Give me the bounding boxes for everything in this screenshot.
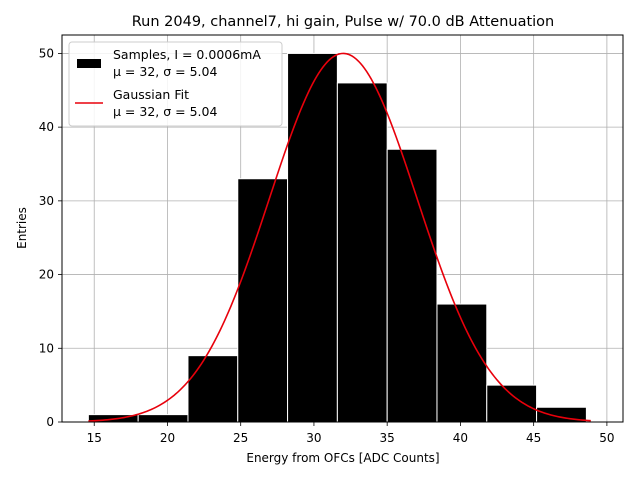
x-tick-label: 30 (306, 431, 321, 445)
x-axis-label: Energy from OFCs [ADC Counts] (246, 451, 439, 465)
x-tick-label: 35 (380, 431, 395, 445)
legend-fit-label: Gaussian Fit (113, 87, 189, 102)
y-tick-label: 10 (39, 341, 54, 355)
y-tick-label: 50 (39, 46, 54, 60)
y-tick-label: 20 (39, 268, 54, 282)
y-tick-label: 40 (39, 120, 54, 134)
gaussian-fit-curve (88, 52, 591, 422)
histogram-bar (137, 414, 189, 423)
x-axis-ticks: 15 20 25 30 35 40 45 50 (87, 422, 615, 445)
legend-fit-stats: μ = 32, σ = 5.04 (113, 104, 217, 119)
plot-frame (61, 34, 624, 423)
legend-samples-label: Samples, I = 0.0006mA (113, 47, 261, 62)
histogram-bar (237, 178, 289, 423)
y-axis-ticks: 0 10 20 30 40 50 (39, 46, 62, 429)
histogram-bars (87, 52, 587, 423)
legend-box (68, 41, 283, 127)
x-tick-label: 40 (453, 431, 468, 445)
x-tick-label: 25 (233, 431, 248, 445)
x-tick-label: 20 (160, 431, 175, 445)
legend-samples-stats: μ = 32, σ = 5.04 (113, 64, 217, 79)
histogram-bar (187, 355, 239, 423)
x-tick-label: 50 (599, 431, 614, 445)
y-axis-label: Entries (15, 207, 29, 249)
histogram-bar (287, 52, 338, 423)
x-tick-label: 45 (526, 431, 541, 445)
chart-title: Run 2049, channel7, hi gain, Pulse w/ 70… (132, 14, 555, 30)
histogram-bar (436, 303, 488, 423)
histogram-bar (486, 384, 538, 423)
x-tick-label: 15 (87, 431, 102, 445)
y-tick-label: 30 (39, 194, 54, 208)
y-tick-label: 0 (46, 415, 54, 429)
histogram-bar (336, 82, 388, 423)
histogram-bar (386, 148, 438, 423)
legend-samples-swatch (77, 59, 101, 68)
legend: Samples, I = 0.0006mA μ = 32, σ = 5.04 G… (68, 41, 283, 127)
